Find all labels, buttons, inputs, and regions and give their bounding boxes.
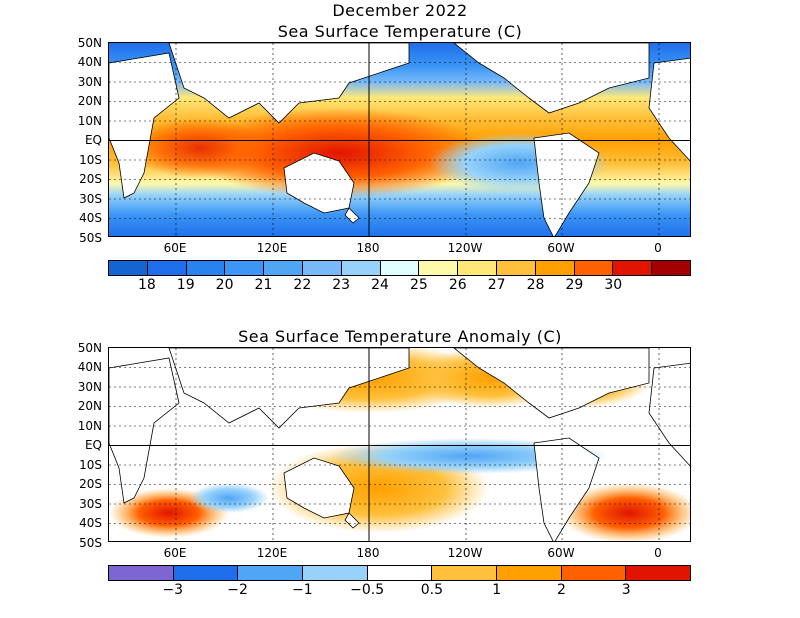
- lat-label: EQ: [84, 438, 102, 452]
- colorbar-label: 2: [556, 582, 566, 598]
- colorbar-swatch: [109, 261, 148, 275]
- colorbar-swatch: [458, 261, 497, 275]
- africa: [109, 52, 180, 199]
- lat-label: 10S: [79, 458, 102, 472]
- colorbar-label: 26: [448, 277, 467, 293]
- lat-label: 30N: [77, 75, 102, 89]
- south-america: [533, 132, 600, 236]
- lat-label: 20S: [79, 172, 102, 186]
- anomaly-map: [108, 347, 691, 542]
- landmasses: [109, 43, 690, 236]
- colorbar-label: 21: [254, 277, 273, 293]
- colorbar-label: −3: [162, 582, 184, 598]
- lat-label: 30S: [79, 497, 102, 511]
- lat-label: 10S: [79, 153, 102, 167]
- lon-label: 120E: [256, 241, 288, 255]
- colorbar-label: 22: [293, 277, 312, 293]
- lon-label: 60W: [547, 241, 575, 255]
- lat-label: 20N: [77, 399, 102, 413]
- colorbar-swatch: [225, 261, 265, 275]
- colorbar-label: 29: [565, 277, 584, 293]
- colorbar-swatch: [574, 261, 614, 275]
- lon-label: 60E: [163, 241, 187, 255]
- colorbar-swatch: [626, 566, 691, 580]
- lat-label: 20N: [77, 94, 102, 108]
- lat-label: 20S: [79, 477, 102, 491]
- lat-label: 30N: [77, 380, 102, 394]
- lon-label: 180: [356, 546, 380, 560]
- lat-label: 10N: [77, 419, 102, 433]
- graticule-anomaly: [109, 348, 690, 541]
- lat-label: 40S: [79, 211, 102, 225]
- anomaly-indian-cool: [189, 483, 269, 513]
- colorbar-label: 20: [215, 277, 234, 293]
- anomaly-colorbar: [108, 565, 691, 581]
- colorbar-label: 30: [604, 277, 623, 293]
- colorbar-label: −1: [292, 582, 313, 598]
- colorbar-label: 23: [332, 277, 351, 293]
- asia: [168, 43, 410, 124]
- lon-label: 60W: [547, 546, 575, 560]
- lat-label: 40N: [77, 360, 102, 374]
- lon-label: 120W: [447, 546, 483, 560]
- sst-title: Sea Surface Temperature (C): [277, 22, 523, 41]
- colorbar-swatch: [302, 261, 342, 275]
- colorbar-swatch: [497, 566, 562, 580]
- colorbar-label: 24: [371, 277, 389, 293]
- colorbar-swatch: [303, 566, 368, 580]
- lat-label: 50N: [77, 341, 102, 355]
- lat-label: 40N: [77, 55, 102, 69]
- colorbar-swatch: [238, 566, 304, 580]
- lon-label: 60E: [163, 546, 187, 560]
- sst-map: [108, 42, 691, 237]
- colorbar-swatch: [419, 261, 459, 275]
- lat-label: 10N: [77, 114, 102, 128]
- lat-label: EQ: [84, 133, 102, 147]
- colorbar-swatch: [613, 261, 653, 275]
- colorbar-label: 27: [487, 277, 506, 293]
- anomaly-s-atlantic: [559, 483, 690, 541]
- lat-label: 50S: [79, 231, 102, 245]
- colorbar-swatch: [380, 261, 420, 275]
- colorbar-swatch: [496, 261, 536, 275]
- lat-label: 30S: [79, 192, 102, 206]
- lat-label: 40S: [79, 516, 102, 530]
- lon-label: 0: [654, 241, 662, 255]
- colorbar-label: −2: [227, 582, 248, 598]
- colorbar-label: 1: [492, 582, 502, 598]
- lon-label: 120E: [256, 546, 288, 560]
- colorbar-label: 19: [176, 277, 195, 293]
- colorbar-swatch: [173, 566, 239, 580]
- colorbar-label: 0.5: [420, 582, 443, 598]
- lat-label: 50N: [77, 36, 102, 50]
- colorbar-swatch: [109, 566, 174, 580]
- colorbar-swatch: [147, 261, 187, 275]
- colorbar-swatch: [264, 261, 303, 275]
- colorbar-swatch: [341, 261, 381, 275]
- colorbar-swatch: [432, 566, 498, 580]
- colorbar-swatch: [367, 566, 433, 580]
- figure-title: December 2022: [332, 1, 468, 20]
- new-zealand: [344, 207, 360, 224]
- colorbar-label: 25: [410, 277, 428, 293]
- anomaly-title: Sea Surface Temperature Anomaly (C): [238, 327, 562, 346]
- colorbar-label: 18: [137, 277, 156, 293]
- lon-label: 180: [356, 241, 380, 255]
- lon-label: 120W: [447, 241, 483, 255]
- graticule: [109, 43, 690, 236]
- north-america: [453, 43, 650, 114]
- indian-ocean-warm: [129, 118, 269, 178]
- colorbar-label: −0.5: [350, 582, 385, 598]
- colorbar-swatch: [186, 261, 226, 275]
- landmasses-anomaly: [109, 348, 690, 541]
- lon-label: 0: [654, 546, 662, 560]
- colorbar-swatch: [535, 261, 575, 275]
- sst-colorbar: [108, 260, 691, 276]
- colorbar-label: 28: [526, 277, 545, 293]
- warm-pool: [189, 108, 489, 198]
- colorbar-swatch: [652, 261, 690, 275]
- lat-label: 50S: [79, 536, 102, 550]
- colorbar-swatch: [561, 566, 627, 580]
- colorbar-label: 3: [621, 582, 631, 598]
